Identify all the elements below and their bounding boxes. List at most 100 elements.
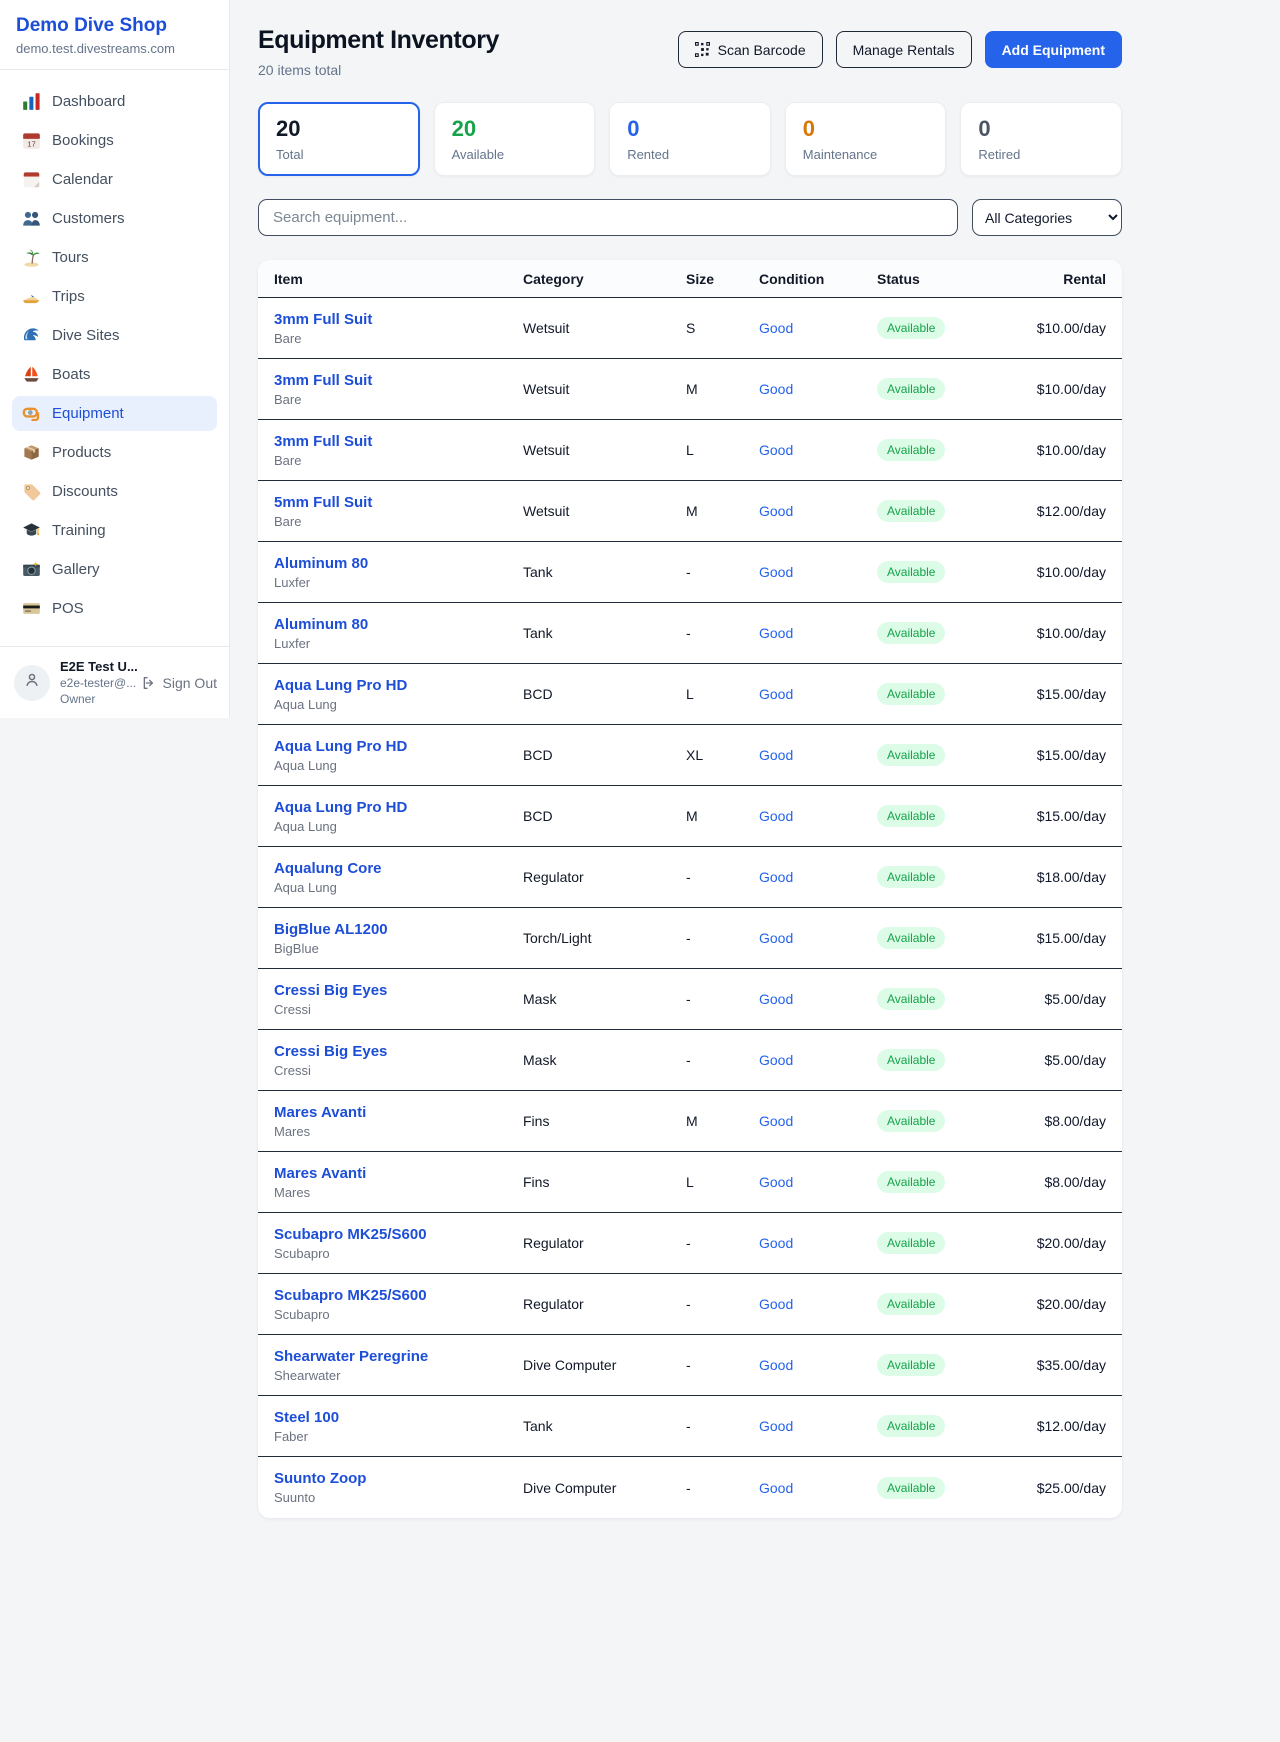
status-badge: Available (877, 927, 946, 949)
status-badge: Available (877, 500, 946, 522)
item-link[interactable]: Scubapro MK25/S600 (274, 1225, 427, 1243)
item-link[interactable]: 3mm Full Suit (274, 310, 373, 328)
sidebar-item-customers[interactable]: Customers (12, 201, 217, 236)
item-link[interactable]: 3mm Full Suit (274, 371, 373, 389)
item-link[interactable]: Suunto Zoop (274, 1470, 367, 1487)
item-link[interactable]: 5mm Full Suit (274, 493, 373, 511)
sidebar-item-tours[interactable]: Tours (12, 240, 217, 275)
sidebar-item-pos[interactable]: POS (12, 591, 217, 626)
sidebar-item-label: Training (52, 522, 106, 539)
brand-link[interactable]: Demo Dive Shop (16, 15, 167, 36)
sidebar-item-trips[interactable]: Trips (12, 279, 217, 314)
condition-link[interactable]: Good (759, 1418, 794, 1434)
item-link[interactable]: Aqua Lung Pro HD (274, 798, 408, 816)
item-link[interactable]: Scubapro MK25/S600 (274, 1286, 427, 1304)
item-brand: Faber (274, 1428, 308, 1444)
header-actions: Scan Barcode Manage Rentals Add Equipmen… (677, 31, 1122, 68)
item-link[interactable]: Shearwater Peregrine (274, 1347, 429, 1365)
condition-link[interactable]: Good (759, 564, 794, 580)
condition-link[interactable]: Good (759, 1296, 794, 1312)
grad-cap-icon (22, 521, 41, 540)
rental-price: $10.00/day (1036, 320, 1106, 336)
item-category: Dive Computer (523, 1357, 617, 1373)
sidebar-item-products[interactable]: Products (12, 435, 217, 470)
condition-link[interactable]: Good (759, 1174, 794, 1190)
stat-value: 0 (627, 116, 640, 141)
item-link[interactable]: Aqua Lung Pro HD (274, 737, 408, 755)
item-category: Wetsuit (523, 320, 570, 336)
manage-rentals-button[interactable]: Manage Rentals (835, 31, 972, 68)
search-input[interactable] (258, 199, 958, 236)
condition-link[interactable]: Good (759, 442, 794, 458)
category-select[interactable]: All Categories (972, 199, 1122, 236)
rental-price: $12.00/day (1036, 1418, 1106, 1434)
condition-link[interactable]: Good (759, 381, 794, 397)
sign-out-label: Sign Out (162, 674, 217, 691)
item-link[interactable]: Steel 100 (274, 1408, 340, 1426)
item-link[interactable]: Cressi Big Eyes (274, 1042, 388, 1060)
svg-text:17: 17 (27, 139, 36, 148)
condition-link[interactable]: Good (759, 1052, 794, 1068)
scan-barcode-button[interactable]: Scan Barcode (677, 31, 823, 68)
condition-link[interactable]: Good (759, 625, 794, 641)
sidebar-item-dive-sites[interactable]: Dive Sites (12, 318, 217, 353)
sidebar-item-discounts[interactable]: Discounts (12, 474, 217, 509)
condition-link[interactable]: Good (759, 930, 794, 946)
stat-label: Available (451, 147, 505, 162)
item-link[interactable]: Mares Avanti (274, 1164, 367, 1182)
item-link[interactable]: Aqua Lung Pro HD (274, 676, 408, 694)
condition-link[interactable]: Good (759, 869, 794, 885)
rental-price: $5.00/day (1044, 991, 1107, 1007)
page-header: Equipment Inventory 20 items total Scan … (258, 26, 1122, 78)
stat-card-available[interactable]: 20 Available (433, 102, 596, 176)
status-badge: Available (877, 1171, 946, 1193)
item-category: Dive Computer (523, 1479, 617, 1496)
user-section: E2E Test U... e2e-tester@... Owner Sign … (0, 646, 229, 718)
stat-card-maintenance[interactable]: 0 Maintenance (784, 102, 947, 176)
item-link[interactable]: BigBlue AL1200 (274, 920, 388, 938)
item-category: Tank (523, 1418, 553, 1434)
sidebar-item-equipment[interactable]: Equipment (12, 396, 217, 431)
condition-link[interactable]: Good (759, 747, 794, 763)
condition-link[interactable]: Good (759, 808, 794, 824)
rental-price: $8.00/day (1044, 1113, 1107, 1129)
sidebar-item-training[interactable]: Training (12, 513, 217, 548)
condition-link[interactable]: Good (759, 1235, 794, 1251)
item-size: - (686, 1296, 691, 1312)
condition-link[interactable]: Good (759, 1479, 794, 1496)
rental-price: $10.00/day (1036, 381, 1106, 397)
sign-out-button[interactable]: Sign Out (141, 675, 217, 691)
stat-card-total[interactable]: 20 Total (258, 102, 420, 176)
table-header: Item Category Size Condition Status Rent… (258, 260, 1122, 298)
condition-link[interactable]: Good (759, 503, 794, 519)
item-category: BCD (523, 686, 553, 702)
condition-link[interactable]: Good (759, 1357, 794, 1373)
item-category: Tank (523, 625, 553, 641)
sidebar-item-boats[interactable]: Boats (12, 357, 217, 392)
condition-link[interactable]: Good (759, 320, 794, 336)
sidebar: Demo Dive Shop demo.test.divestreams.com… (0, 0, 230, 718)
condition-link[interactable]: Good (759, 991, 794, 1007)
palm-tree-icon (22, 248, 41, 267)
sidebar-item-bookings[interactable]: 17 Bookings (12, 123, 217, 158)
item-link[interactable]: Mares Avanti (274, 1103, 367, 1121)
item-link[interactable]: Aluminum 80 (274, 615, 369, 633)
item-link[interactable]: Aluminum 80 (274, 554, 369, 572)
status-badge: Available (877, 1293, 946, 1315)
condition-link[interactable]: Good (759, 686, 794, 702)
condition-link[interactable]: Good (759, 1113, 794, 1129)
stat-card-retired[interactable]: 0 Retired (960, 102, 1122, 176)
item-link[interactable]: Cressi Big Eyes (274, 981, 388, 999)
add-equipment-button[interactable]: Add Equipment (984, 31, 1122, 68)
person-icon (23, 671, 41, 694)
rental-price: $15.00/day (1036, 808, 1106, 824)
item-link[interactable]: 3mm Full Suit (274, 432, 373, 450)
sidebar-item-dashboard[interactable]: Dashboard (12, 84, 217, 119)
stat-label: Rented (627, 147, 670, 162)
item-link[interactable]: Aqualung Core (274, 859, 382, 877)
camera-icon (22, 560, 41, 579)
stat-card-rented[interactable]: 0 Rented (609, 102, 771, 176)
sidebar-item-gallery[interactable]: Gallery (12, 552, 217, 587)
barcode-icon (694, 42, 710, 57)
sidebar-item-calendar[interactable]: Calendar (12, 162, 217, 197)
